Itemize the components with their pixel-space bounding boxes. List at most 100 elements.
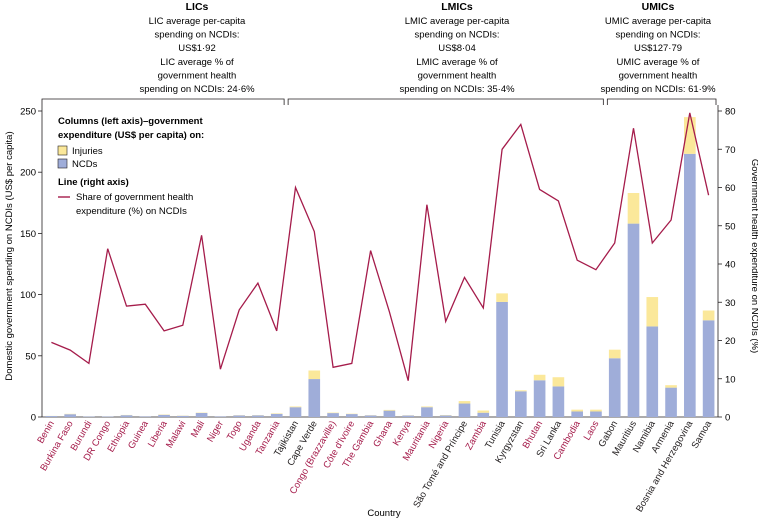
bar-injuries-24 [496,293,508,302]
group-0-line-2: US$1·92 [178,43,216,54]
bar-ncds-21 [440,415,452,417]
bar-ncds-2 [83,416,95,417]
legend: Columns (left axis)–government expenditu… [58,116,204,217]
bar-ncds-14 [308,379,320,417]
group-1-line-4: government health [418,70,497,81]
x-axis-title: Country [367,508,401,519]
bar-injuries-32 [646,297,658,326]
bar-ncds-4 [121,415,133,417]
legend-injuries-label: Injuries [72,146,103,157]
bar-ncds-17 [365,415,377,417]
bar-ncds-30 [609,358,621,417]
group-1-line-2: US$8·04 [438,43,476,54]
bar-injuries-27 [553,377,565,386]
group-0-line-4: government health [158,70,237,81]
group-1-line-1: spending on NCDIs: [414,30,499,41]
legend-line-title: Line (right axis) [58,177,129,188]
y-right-axis-title: Government health expenditure on NCDIs (… [749,159,758,353]
income-group-headers: LICs LIC average per-capita spending on NC… [42,1,716,105]
bar-ncds-29 [590,411,602,417]
category-label-35: Samoa [690,418,715,450]
bar-ncds-19 [402,416,414,417]
bar-ncds-22 [459,404,471,417]
bar-injuries-31 [628,193,640,224]
bar-ncds-24 [496,302,508,417]
bar-ncds-1 [64,414,76,417]
bar-injuries-29 [590,410,602,412]
bar-ncds-5 [139,416,151,417]
group-0-line-0: LIC average per-capita [149,16,246,27]
bar-injuries-13 [290,406,302,407]
ncdi-spending-chart: LICsLIC average per-capitaspending on NC… [0,0,758,520]
bar-ncds-13 [290,407,302,417]
bar-ncds-6 [158,415,170,417]
bar-injuries-25 [515,390,527,391]
category-label-9: Niger [205,419,226,444]
bar-injuries-26 [534,375,546,381]
group-2-line-2: US$127·79 [634,43,682,54]
bar-injuries-20 [421,406,433,407]
group-1-line-3: LMIC average % of [416,57,498,68]
bar-ncds-32 [646,326,658,417]
share-line [51,113,708,381]
bar-ncds-7 [177,416,189,417]
share-line-layer [51,113,708,381]
y-left-tick-label: 200 [20,168,36,179]
bars [46,117,715,417]
group-1-bracket [288,99,603,105]
legend-injuries-swatch [58,146,67,155]
bar-ncds-20 [421,407,433,417]
group-2-line-0: UMIC average per-capita [605,16,712,27]
bar-injuries-33 [665,385,677,387]
legend-columns-title-line2: expenditure (US$ per capita) on: [58,130,204,141]
group-1-line-0: LMIC average per-capita [405,16,510,27]
y-left-tick-label: 0 [31,413,36,424]
bar-ncds-9 [215,416,227,417]
y-right-tick-label: 10 [725,374,736,385]
bar-injuries-30 [609,350,621,359]
bar-ncds-35 [703,320,715,417]
y-left-tick-label: 150 [20,229,36,240]
group-2-line-4: government health [619,70,698,81]
legend-line-label-line2: expenditure (%) on NCDIs [76,206,187,217]
y-left-tick-label: 100 [20,290,36,301]
y-right-tick-label: 50 [725,221,736,232]
y-right-tick-label: 40 [725,260,736,271]
legend-ncds-label: NCDs [72,159,98,170]
group-2-line-3: UMIC average % of [617,57,700,68]
legend-line-label-line1: Share of government health [76,192,193,203]
bar-ncds-11 [252,415,264,417]
group-0-bracket [42,99,284,105]
bar-ncds-8 [196,413,208,417]
bar-ncds-15 [327,413,339,417]
y-right-tick-label: 20 [725,336,736,347]
bar-injuries-22 [459,401,471,403]
y-right-tick-label: 30 [725,298,736,309]
group-2-bracket [607,99,716,105]
bar-injuries-28 [571,410,583,412]
group-0-line-3: LIC average % of [160,57,234,68]
bar-ncds-31 [628,224,640,417]
y-right-tick-label: 60 [725,183,736,194]
bar-ncds-28 [571,411,583,417]
y-left-axis-title: Domestic government spending on NCDIs (U… [4,131,15,380]
bar-ncds-0 [46,416,58,417]
y-right-tick-label: 80 [725,107,736,118]
bar-injuries-14 [308,370,320,379]
y-left-tick-label: 50 [25,351,36,362]
bar-ncds-12 [271,414,283,417]
bar-injuries-18 [384,410,396,411]
y-right-tick-label: 0 [725,413,730,424]
group-1-line-5: spending on NCDIs: 35·4% [399,84,515,95]
bar-ncds-18 [384,411,396,417]
bar-ncds-23 [477,413,489,417]
group-0-line-1: spending on NCDIs: [154,30,239,41]
bar-ncds-33 [665,388,677,417]
category-label-8: Mali [189,419,207,440]
bar-ncds-25 [515,391,527,417]
bar-ncds-26 [534,380,546,417]
group-0-line-5: spending on NCDIs: 24·6% [139,84,255,95]
bar-ncds-3 [102,416,114,417]
bar-ncds-27 [553,386,565,417]
